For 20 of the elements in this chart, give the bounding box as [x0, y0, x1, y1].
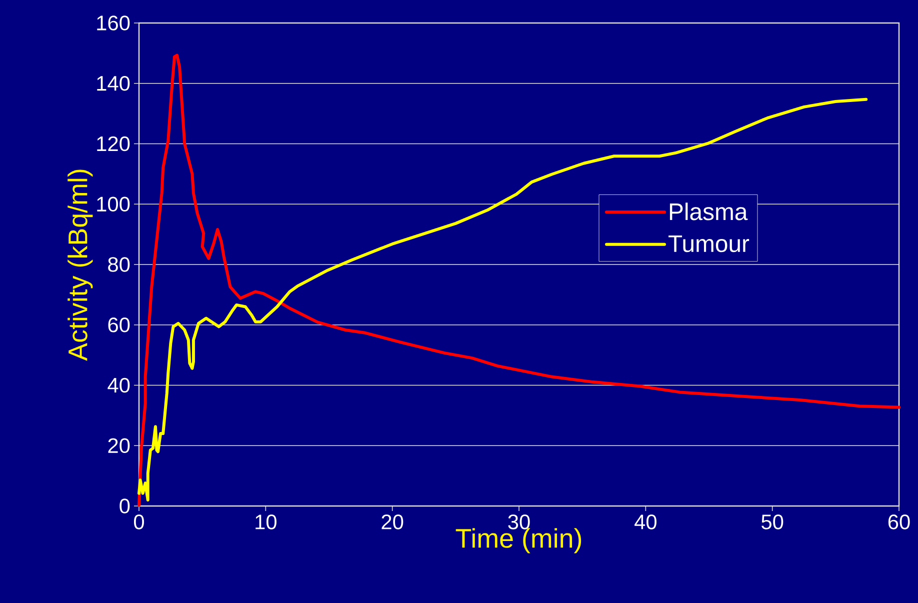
x-tick-label: 20 — [382, 514, 404, 530]
y-tick-label: 100 — [97, 196, 130, 212]
y-tick-label: 60 — [108, 317, 130, 332]
x-tick-label: 30 — [508, 514, 530, 530]
y-tick-label: 40 — [108, 378, 130, 393]
x-tick-label: 60 — [888, 514, 910, 530]
legend-label: Plasma — [670, 202, 748, 220]
x-tick-label: 50 — [762, 514, 784, 530]
x-tick-label: 0 — [134, 514, 144, 530]
y-tick-label: 20 — [108, 438, 130, 454]
y-tick-label: 80 — [108, 257, 130, 272]
y-tick-label: 160 — [97, 16, 130, 30]
y-tick-label: 120 — [97, 136, 130, 152]
legend-label: Tumour — [668, 235, 750, 252]
x-tick-label: 10 — [256, 514, 276, 530]
x-tick-label: 40 — [634, 514, 656, 530]
y-tick-label: 140 — [97, 76, 130, 91]
x-axis-title: Time (min) — [456, 528, 582, 554]
y-axis-title: Activity (kBq/ml) — [68, 170, 93, 361]
y-tick-label: 0 — [120, 498, 130, 514]
